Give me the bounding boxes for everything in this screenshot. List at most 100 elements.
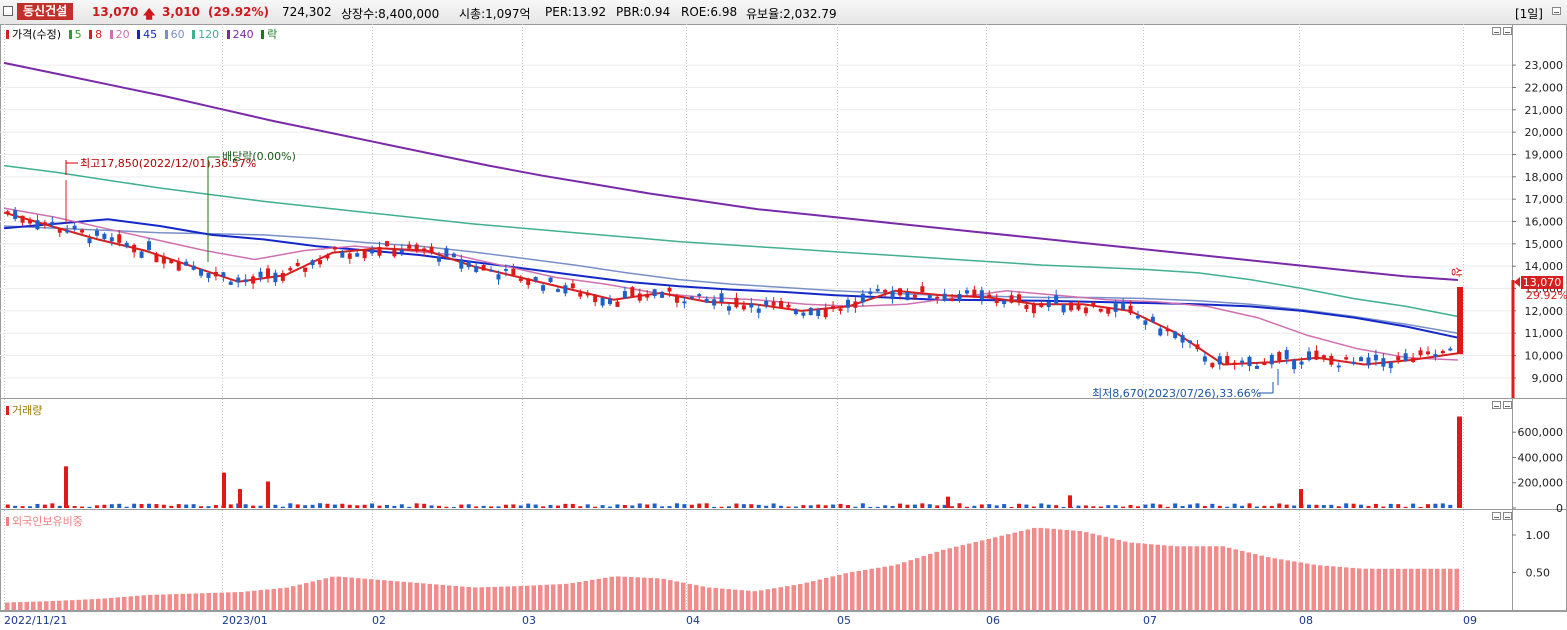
- foreign-bar: [200, 593, 205, 610]
- foreign-bar: [414, 582, 419, 610]
- ma60-marker-icon: [164, 30, 168, 39]
- volume-label[interactable]: 거래량: [12, 404, 43, 417]
- foreign-bar: [557, 584, 562, 610]
- foreign-panel-close-icon[interactable]: [1503, 512, 1512, 520]
- period-selector[interactable]: [1일]: [1514, 7, 1543, 21]
- price-panel-minimize-icon[interactable]: [1492, 27, 1501, 35]
- volume-bar: [1076, 505, 1081, 508]
- volume-bar: [437, 505, 441, 508]
- volume-bar: [191, 504, 196, 508]
- price-panel-close-icon[interactable]: [1503, 27, 1512, 35]
- legend-drop[interactable]: 락: [267, 28, 278, 41]
- volume-bar: [1433, 503, 1438, 508]
- window-close-icon[interactable]: [1552, 7, 1561, 15]
- foreign-bar: [1376, 568, 1381, 610]
- legend-ma60[interactable]: 60: [170, 28, 185, 41]
- foreign-bar: [499, 586, 504, 610]
- candle-body: [377, 247, 382, 256]
- volume-bar: [1247, 503, 1252, 508]
- foreign-bar: [668, 580, 673, 610]
- date-axis: 2022/11/21 2023/01 02 03 04 05 06 07 08 09: [4, 614, 1477, 627]
- date-label: 06: [986, 614, 1000, 627]
- foreign-label[interactable]: 외국인보유비중: [12, 515, 83, 528]
- price-axis: 23,000 22,000 21,000 20,000 19,000 18,000 17,0…: [0, 59, 1563, 385]
- volume-bar: [1009, 506, 1014, 508]
- volume-bar: [622, 505, 627, 508]
- foreign-bar: [11, 602, 16, 610]
- candle-body: [816, 309, 821, 316]
- volume-bar: [228, 504, 233, 508]
- foreign-bar: [830, 576, 835, 610]
- foreign-bar: [109, 597, 114, 610]
- volume-panel-close-icon[interactable]: [1503, 401, 1512, 409]
- candle-body: [987, 294, 992, 298]
- volume-bar: [1277, 503, 1282, 508]
- foreign-bar: [746, 590, 751, 610]
- candle-body: [1284, 349, 1289, 360]
- foreign-bar: [609, 576, 614, 610]
- foreign-bar: [206, 593, 211, 610]
- foreign-bar: [148, 594, 153, 610]
- legend-ma20[interactable]: 20: [115, 28, 130, 41]
- volume-bar: [35, 503, 40, 508]
- stock-name[interactable]: 동신건설: [17, 3, 74, 20]
- legend-price-label[interactable]: 가격(수정): [12, 28, 62, 41]
- current-pct-tag: 29.92%: [1526, 289, 1567, 302]
- volume-bar: [1031, 506, 1036, 508]
- volume-bar: [1039, 503, 1044, 508]
- volume-bar: [399, 504, 404, 508]
- candle-body: [875, 288, 880, 292]
- volume-bar: [1128, 504, 1133, 508]
- candle-body: [1165, 328, 1170, 332]
- volume-bar: [578, 506, 583, 508]
- candle-body: [280, 272, 285, 281]
- foreign-bar: [1305, 563, 1310, 610]
- candle-body: [1210, 362, 1215, 368]
- foreign-bar: [395, 581, 400, 610]
- foreign-bar: [765, 589, 770, 610]
- foreign-tick-label: 0.50: [1526, 567, 1551, 580]
- volume-bar: [526, 503, 531, 508]
- volume-bar: [206, 506, 211, 508]
- low-annotation: 최저8,670(2023/07/26),33.66%: [1092, 387, 1261, 400]
- volume-bar: [303, 505, 308, 508]
- foreign-bar: [70, 600, 75, 610]
- candle-body: [154, 253, 159, 263]
- foreign-bar: [1220, 546, 1225, 610]
- legend-ma5[interactable]: 5: [74, 28, 82, 41]
- foreign-bar: [50, 601, 55, 610]
- price-change-pct: (29.92%): [208, 5, 269, 19]
- legend-ma240[interactable]: 240: [232, 28, 254, 41]
- foreign-tick-label: 1.00: [1526, 529, 1551, 542]
- candle-body: [1150, 316, 1155, 322]
- foreign-bar: [869, 568, 874, 610]
- foreign-panel-minimize-icon[interactable]: [1492, 512, 1501, 520]
- legend-ma8[interactable]: 8: [95, 28, 103, 41]
- candle-body: [1143, 320, 1148, 325]
- volume-bar: [1425, 504, 1430, 508]
- volume-bar: [667, 506, 672, 508]
- select-checkbox[interactable]: [3, 6, 13, 16]
- candle-body: [838, 308, 843, 311]
- volume-bar: [608, 506, 613, 508]
- volume-bar: [355, 505, 360, 508]
- price-tick-label: 14,000: [1525, 260, 1564, 273]
- stock-header-bar: 동신건설 13,070 🡅 3,010 (29.92%) 724,302 상장수…: [0, 0, 1567, 25]
- volume-bar: [831, 504, 836, 508]
- foreign-bar: [258, 590, 263, 610]
- candle-body: [630, 287, 635, 297]
- legend-ma45[interactable]: 45: [143, 28, 158, 41]
- candle-body: [1188, 340, 1193, 343]
- volume-panel-minimize-icon[interactable]: [1492, 401, 1501, 409]
- foreign-bar: [999, 535, 1004, 610]
- foreign-bar: [960, 545, 965, 610]
- volume-bar: [853, 506, 858, 508]
- foreign-bar: [284, 587, 289, 610]
- legend-ma120[interactable]: 120: [198, 28, 220, 41]
- foreign-bar: [1025, 529, 1030, 610]
- market-cap: 시총:1,097억: [459, 7, 531, 21]
- candle-body: [243, 279, 248, 283]
- candle-body: [340, 251, 345, 258]
- foreign-bar: [141, 595, 146, 610]
